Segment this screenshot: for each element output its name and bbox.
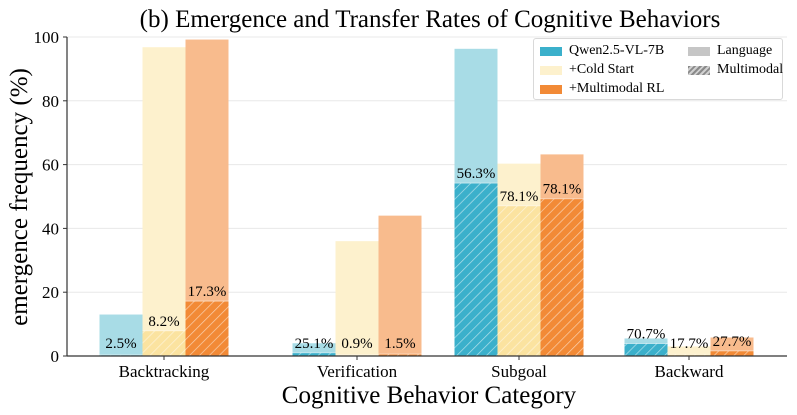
bar-language-multimodal-rl (378, 215, 422, 356)
legend-item-multimodal: Multimodal (688, 61, 783, 79)
bar-multimodal-hatch (292, 352, 336, 356)
legend-item-multimodal-rl: +Multimodal RL (540, 80, 664, 98)
legend-swatch-language (688, 46, 710, 56)
y-tick-label: 20 (42, 283, 59, 302)
transfer-rate-label: 70.7% (627, 327, 666, 343)
y-tick-label: 100 (34, 28, 60, 47)
transfer-rate-label: 17.7% (670, 336, 709, 352)
transfer-rate-label: 78.1% (543, 182, 582, 198)
transfer-rate-label: 25.1% (295, 336, 334, 352)
transfer-rate-label: 78.1% (500, 189, 539, 205)
x-tick-label: Subgoal (491, 362, 547, 381)
bar-multimodal-hatch (454, 183, 498, 356)
bar-language-cold-start (142, 47, 186, 356)
legend-swatch-cold-start (540, 65, 562, 75)
transfer-rate-label: 8.2% (148, 314, 179, 330)
bar-multimodal-hatch (497, 205, 541, 356)
x-tick-label: Backtracking (119, 362, 210, 381)
legend-label-language: Language (717, 43, 773, 58)
legend-item-cold-start: +Cold Start (540, 61, 634, 79)
bar-language-cold-start (667, 346, 711, 356)
y-tick-label: 40 (42, 219, 59, 238)
bar-language-cold-start (335, 241, 379, 356)
legend-label-multimodal: Multimodal (717, 62, 784, 77)
transfer-rate-label: 56.3% (457, 166, 496, 182)
bar-language-qwen2-5-vl-7b (99, 314, 143, 356)
y-tick-label: 0 (51, 347, 60, 366)
legend-swatch-qwen (540, 46, 562, 56)
legend-swatch-multimodal-rl (540, 84, 562, 94)
transfer-rate-label: 1.5% (384, 336, 415, 352)
bar-multimodal-hatch (142, 330, 186, 356)
transfer-rate-label: 17.3% (188, 284, 227, 300)
legend: Qwen2.5-VL-7B +Cold Start +Multimodal RL… (533, 38, 783, 100)
legend-item-language: Language (688, 42, 772, 60)
legend-swatch-multimodal (688, 65, 710, 75)
x-axis-label: Cognitive Behavior Category (282, 382, 577, 409)
bar-multimodal-hatch (710, 350, 754, 356)
transfer-rate-label: 0.9% (341, 336, 372, 352)
bar-multimodal-hatch (667, 354, 711, 356)
x-tick-label: Backward (655, 362, 724, 381)
chart-title: (b) Emergence and Transfer Rates of Cogn… (140, 6, 721, 33)
legend-label-cold-start: +Cold Start (569, 62, 635, 77)
bar-multimodal-hatch (540, 198, 584, 356)
y-tick-label: 60 (42, 156, 59, 175)
x-tick-label: Verification (317, 362, 398, 381)
transfer-rate-label: 27.7% (713, 334, 752, 350)
bar-multimodal-hatch (378, 354, 422, 356)
legend-label-multimodal-rl: +Multimodal RL (569, 81, 665, 96)
legend-item-qwen: Qwen2.5-VL-7B (540, 42, 664, 60)
y-axis-label: emergence frequency (%) (6, 68, 33, 326)
y-tick-label: 80 (42, 92, 59, 111)
bar-multimodal-hatch (185, 301, 229, 356)
transfer-rate-label: 2.5% (105, 336, 136, 352)
bar-multimodal-hatch (624, 343, 668, 356)
legend-label-qwen: Qwen2.5-VL-7B (569, 43, 665, 58)
